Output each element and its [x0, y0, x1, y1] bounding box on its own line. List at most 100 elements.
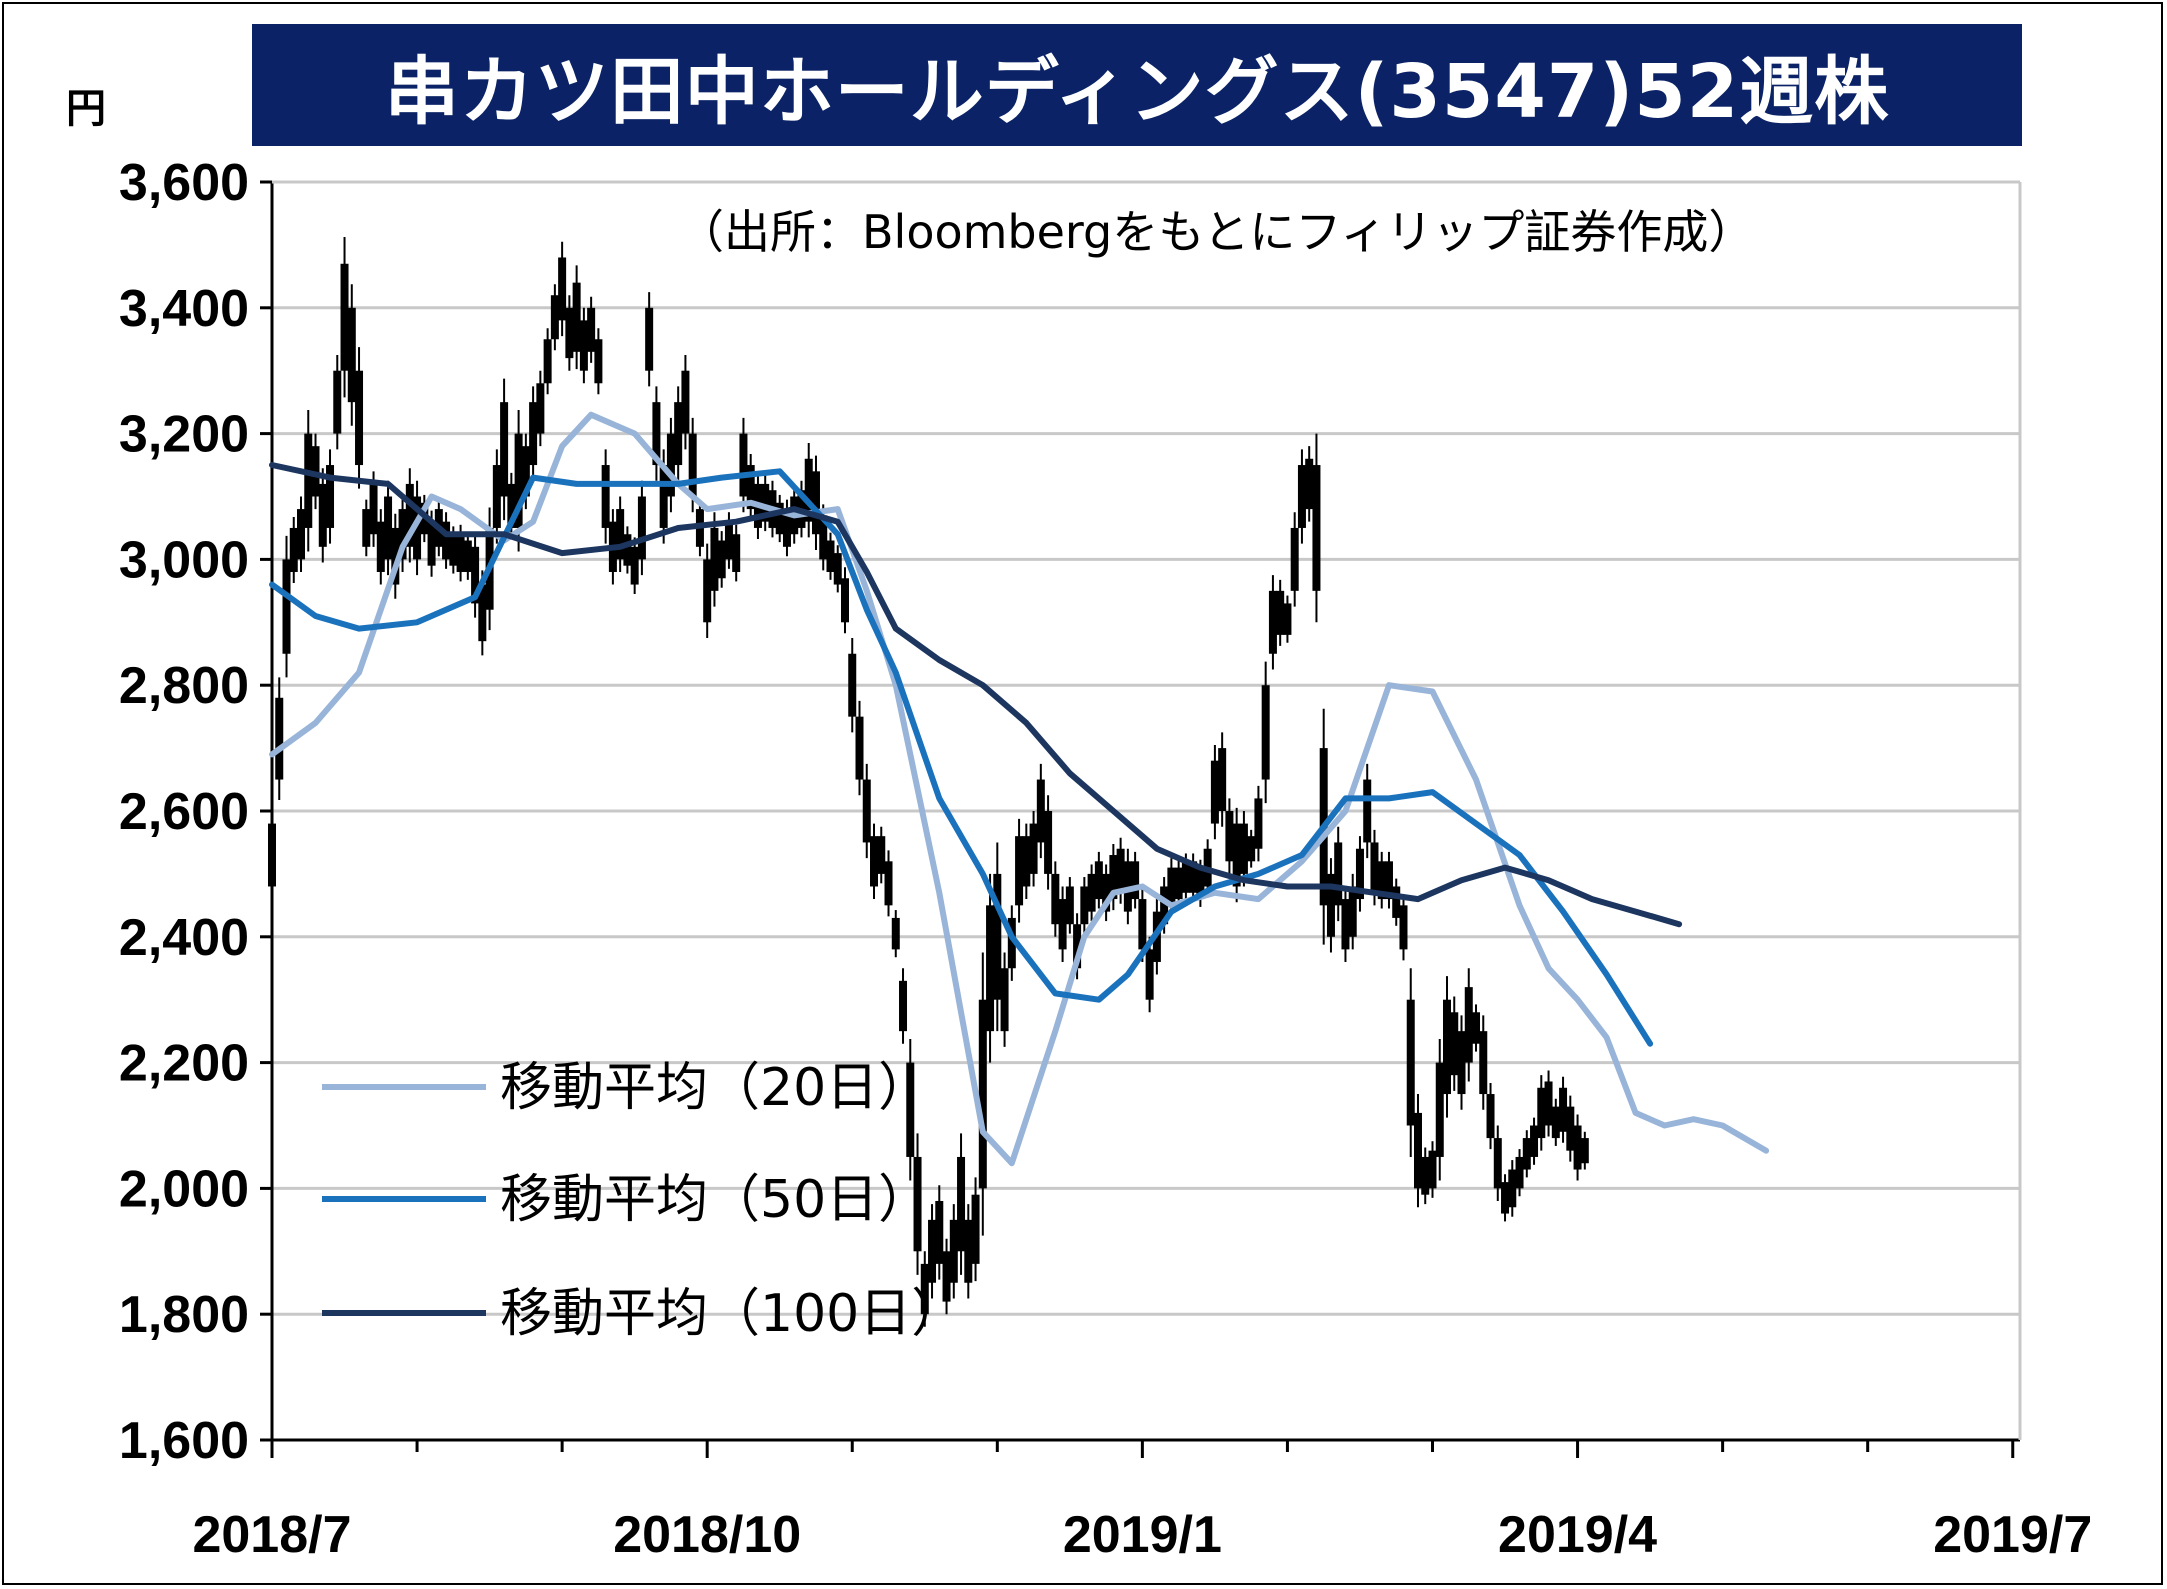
y-axis-unit: 円 — [66, 86, 106, 132]
moving-average-lines — [269, 411, 1770, 1167]
candle-body — [311, 446, 320, 497]
candle-body — [1515, 1156, 1524, 1189]
candle-body — [1225, 811, 1234, 862]
candle-body — [761, 483, 770, 522]
candle-body — [1370, 842, 1379, 893]
candle-body — [347, 307, 356, 403]
candle-body — [297, 509, 306, 560]
candle-body — [282, 559, 291, 654]
candle-body — [1138, 899, 1147, 950]
candle-body — [268, 823, 276, 887]
candle-body — [289, 527, 298, 572]
candlesticks — [268, 237, 1589, 1327]
candle-body — [376, 521, 385, 572]
candle-body — [514, 433, 523, 528]
candle-body — [1247, 836, 1256, 862]
candle-body — [1268, 590, 1277, 654]
candle-body — [913, 1156, 922, 1252]
candle-body — [855, 716, 864, 780]
ma-line-1 — [269, 411, 1770, 1167]
x-tick-label: 2019/1 — [1063, 1506, 1222, 1564]
candle-body — [318, 483, 327, 547]
y-tick-label: 1,800 — [119, 1286, 249, 1344]
candle-body — [1559, 1087, 1568, 1132]
candle-body — [862, 779, 871, 843]
y-tick-label: 2,200 — [119, 1035, 249, 1093]
candle-body — [811, 471, 820, 535]
candle-body — [492, 465, 501, 528]
y-tick-label: 2,400 — [119, 909, 249, 967]
candle-body — [1464, 987, 1473, 1063]
candle-body — [833, 553, 842, 585]
candle-body — [529, 402, 538, 466]
candle-body — [1196, 867, 1205, 900]
candle-body — [826, 540, 835, 572]
candle-body — [1457, 1031, 1466, 1095]
candle-body — [681, 370, 690, 434]
y-tick-label: 2,600 — [119, 783, 249, 841]
candle-body — [674, 402, 683, 466]
candle-body — [471, 546, 480, 604]
legend-label: 移動平均（20日） — [500, 1058, 930, 1118]
ma-line-2 — [269, 468, 1654, 1047]
candle-body — [1363, 779, 1372, 843]
candle-body — [601, 465, 610, 528]
candle-body — [1167, 867, 1176, 906]
candle-body — [594, 339, 603, 384]
candle-body — [1022, 836, 1031, 887]
candle-body — [1102, 873, 1111, 912]
candle-body — [1355, 848, 1364, 900]
candle-body — [579, 320, 588, 371]
title-bar: 串カツ田中ホールディングス(3547)52週株 — [252, 24, 2022, 146]
candle-body — [558, 257, 567, 321]
x-tick-label: 2018/10 — [613, 1506, 801, 1564]
candle-body — [1254, 798, 1263, 849]
candle-body — [1580, 1138, 1589, 1164]
candle-body — [840, 578, 849, 623]
candle-body — [1116, 848, 1125, 893]
candle-body — [732, 534, 741, 572]
y-tick-label: 3,600 — [119, 154, 249, 212]
candle-body — [1486, 1094, 1495, 1139]
candle-body — [1544, 1081, 1553, 1126]
candle-body — [942, 1251, 951, 1302]
candle-body — [1522, 1138, 1531, 1170]
candle-body — [427, 521, 436, 566]
candle-body — [1044, 811, 1053, 874]
candle-body — [550, 295, 559, 340]
candle-body — [1508, 1169, 1517, 1208]
legend-label: 移動平均（100日） — [500, 1284, 963, 1344]
candle-body — [1377, 861, 1386, 900]
candle-body — [1073, 924, 1082, 969]
x-tick-label: 2019/7 — [1933, 1506, 2092, 1564]
candle-body — [993, 873, 1002, 1000]
candle-body — [1326, 873, 1335, 937]
candle-body — [949, 1219, 958, 1283]
candle-body — [1392, 886, 1401, 918]
y-tick-label: 1,600 — [119, 1412, 249, 1470]
y-tick-label: 3,200 — [119, 406, 249, 464]
candle-body — [688, 433, 697, 497]
candle-body — [413, 496, 422, 560]
ma-line-3 — [269, 462, 1683, 928]
candle-body — [1530, 1125, 1539, 1157]
candle-body — [1501, 1182, 1510, 1214]
candle-body — [1348, 886, 1357, 937]
y-tick-label: 3,000 — [119, 531, 249, 589]
candle-body — [1276, 590, 1285, 635]
candle-body — [957, 1156, 966, 1252]
candle-body — [1573, 1125, 1582, 1170]
candle-body — [500, 402, 509, 497]
candle-body — [1015, 836, 1024, 906]
candle-body — [1109, 855, 1118, 900]
candle-body — [463, 540, 472, 572]
candle-body — [1435, 1062, 1444, 1157]
candle-body — [928, 1219, 937, 1283]
candle-body — [1566, 1106, 1575, 1151]
y-tick-label: 2,000 — [119, 1160, 249, 1218]
candle-body — [819, 515, 828, 560]
candle-body — [398, 509, 407, 560]
candle-body — [1232, 823, 1241, 887]
candle-body — [870, 836, 879, 887]
candle-body — [978, 999, 987, 1189]
